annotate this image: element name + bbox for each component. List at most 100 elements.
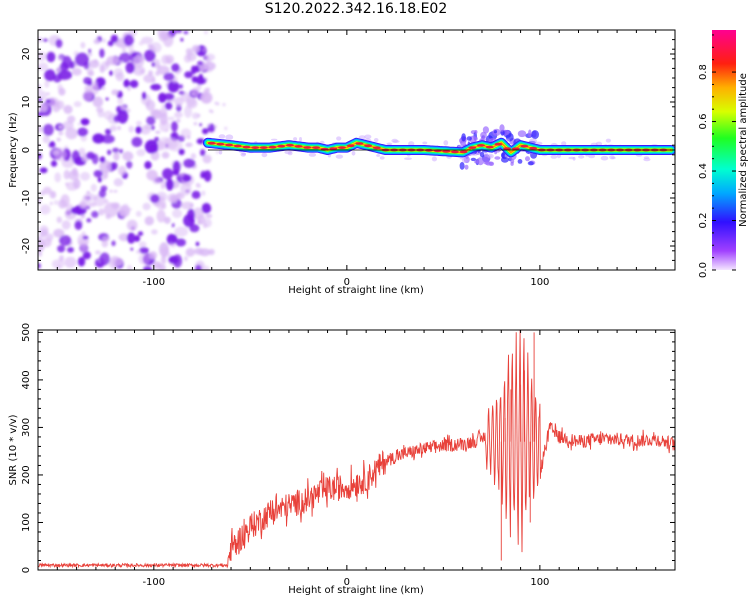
ridge-halo-blob: [568, 156, 575, 160]
noise-blob: [38, 125, 43, 133]
noise-blob: [111, 162, 118, 170]
ridge-halo-blob: [335, 154, 344, 159]
noise-blob: [172, 160, 181, 174]
noise-blob: [57, 83, 63, 92]
ridge-halo-blob: [373, 138, 379, 142]
noise-blob: [169, 234, 178, 244]
noise-blob: [195, 264, 202, 270]
ridge-core-segment: [442, 150, 451, 153]
spectrogram-xlabel: Height of straight line (km): [288, 285, 424, 296]
ridge-halo-blob: [527, 161, 534, 166]
ridge-halo-blob: [605, 138, 612, 143]
noise-blob: [150, 125, 155, 131]
noise-blob: [193, 122, 198, 126]
noise-blob: [151, 229, 158, 235]
noise-region: [38, 30, 228, 270]
noise-blob: [123, 79, 130, 88]
noise-blob: [185, 247, 195, 257]
noise-blob: [83, 61, 90, 70]
noise-blob: [58, 125, 63, 130]
y-tick-label: -10: [21, 190, 32, 206]
noise-blob: [113, 178, 124, 187]
noise-blob: [167, 80, 180, 93]
noise-blob: [71, 68, 82, 76]
ridge-halo-blob: [487, 155, 492, 158]
noise-blob: [73, 101, 82, 108]
noise-blob: [176, 192, 182, 197]
noise-blob: [102, 86, 106, 90]
ridge-halo-blob: [379, 156, 385, 160]
noise-blob: [92, 96, 104, 108]
snr-content: [38, 330, 675, 569]
noise-blob: [55, 39, 63, 48]
noise-blob: [79, 201, 87, 209]
ridge-halo-blob: [470, 157, 477, 162]
noise-blob: [160, 185, 165, 190]
colorbar-tick-label: 0.8: [698, 64, 709, 80]
ridge-halo-blob: [474, 160, 479, 164]
noise-blob: [195, 241, 200, 247]
noise-blob: [172, 133, 176, 138]
ridge-halo-blob: [510, 161, 514, 166]
noise-blob: [157, 263, 162, 269]
noise-blob: [117, 97, 124, 105]
noise-blob: [112, 147, 119, 153]
noise-blob: [82, 251, 91, 260]
noise-blob: [60, 194, 70, 207]
noise-blob: [39, 167, 48, 174]
ridge-halo-blob: [461, 133, 466, 142]
noise-blob: [86, 218, 92, 223]
ridge-halo-blob: [480, 131, 487, 139]
noise-blob: [94, 196, 98, 201]
noise-blob: [39, 225, 49, 236]
ridge-halo-blob: [457, 144, 464, 148]
noise-blob: [80, 118, 90, 126]
ridge-halo-blob: [611, 156, 616, 160]
noise-blob: [145, 102, 150, 107]
noise-blob: [103, 110, 114, 120]
noise-blob: [50, 160, 58, 167]
noise-blob: [135, 210, 142, 217]
noise-blob: [48, 142, 56, 148]
noise-blob: [162, 168, 174, 180]
noise-blob: [191, 190, 201, 199]
noise-blob: [144, 49, 156, 62]
ridge-halo-blob: [501, 152, 505, 158]
noise-blob: [183, 30, 189, 35]
noise-blob: [148, 251, 158, 260]
noise-blob: [67, 246, 74, 253]
noise-blob: [141, 91, 147, 100]
noise-blob: [164, 54, 175, 64]
noise-blob: [161, 247, 169, 255]
noise-blob: [95, 250, 101, 255]
noise-blob: [163, 216, 171, 224]
noise-blob: [63, 105, 73, 114]
noise-blob: [126, 219, 138, 231]
noise-blob: [201, 202, 212, 214]
noise-blob: [127, 264, 133, 270]
noise-blob: [107, 149, 112, 155]
ridge-halo-blob: [531, 130, 539, 140]
ridge-halo-blob: [261, 152, 268, 158]
noise-blob: [118, 233, 130, 242]
noise-blob: [90, 183, 97, 192]
noise-blob: [138, 253, 150, 265]
noise-blob: [140, 69, 145, 74]
noise-blob: [203, 218, 212, 228]
noise-blob: [80, 134, 88, 142]
noise-blob: [105, 128, 112, 135]
noise-blob: [121, 203, 130, 217]
ridge-halo-blob: [578, 155, 585, 159]
ridge-halo-blob: [376, 154, 381, 157]
figure-title: S120.2022.342.16.18.E02: [264, 1, 448, 17]
noise-blob: [164, 102, 173, 110]
noise-blob: [49, 190, 57, 199]
noise-blob: [111, 257, 124, 267]
ridge-core-segment: [338, 146, 346, 150]
y-tick-label: 500: [21, 323, 32, 342]
noise-blob: [146, 116, 156, 126]
ridge-halo-blob: [600, 155, 609, 161]
noise-blob: [84, 84, 93, 94]
noise-blob: [203, 31, 208, 34]
